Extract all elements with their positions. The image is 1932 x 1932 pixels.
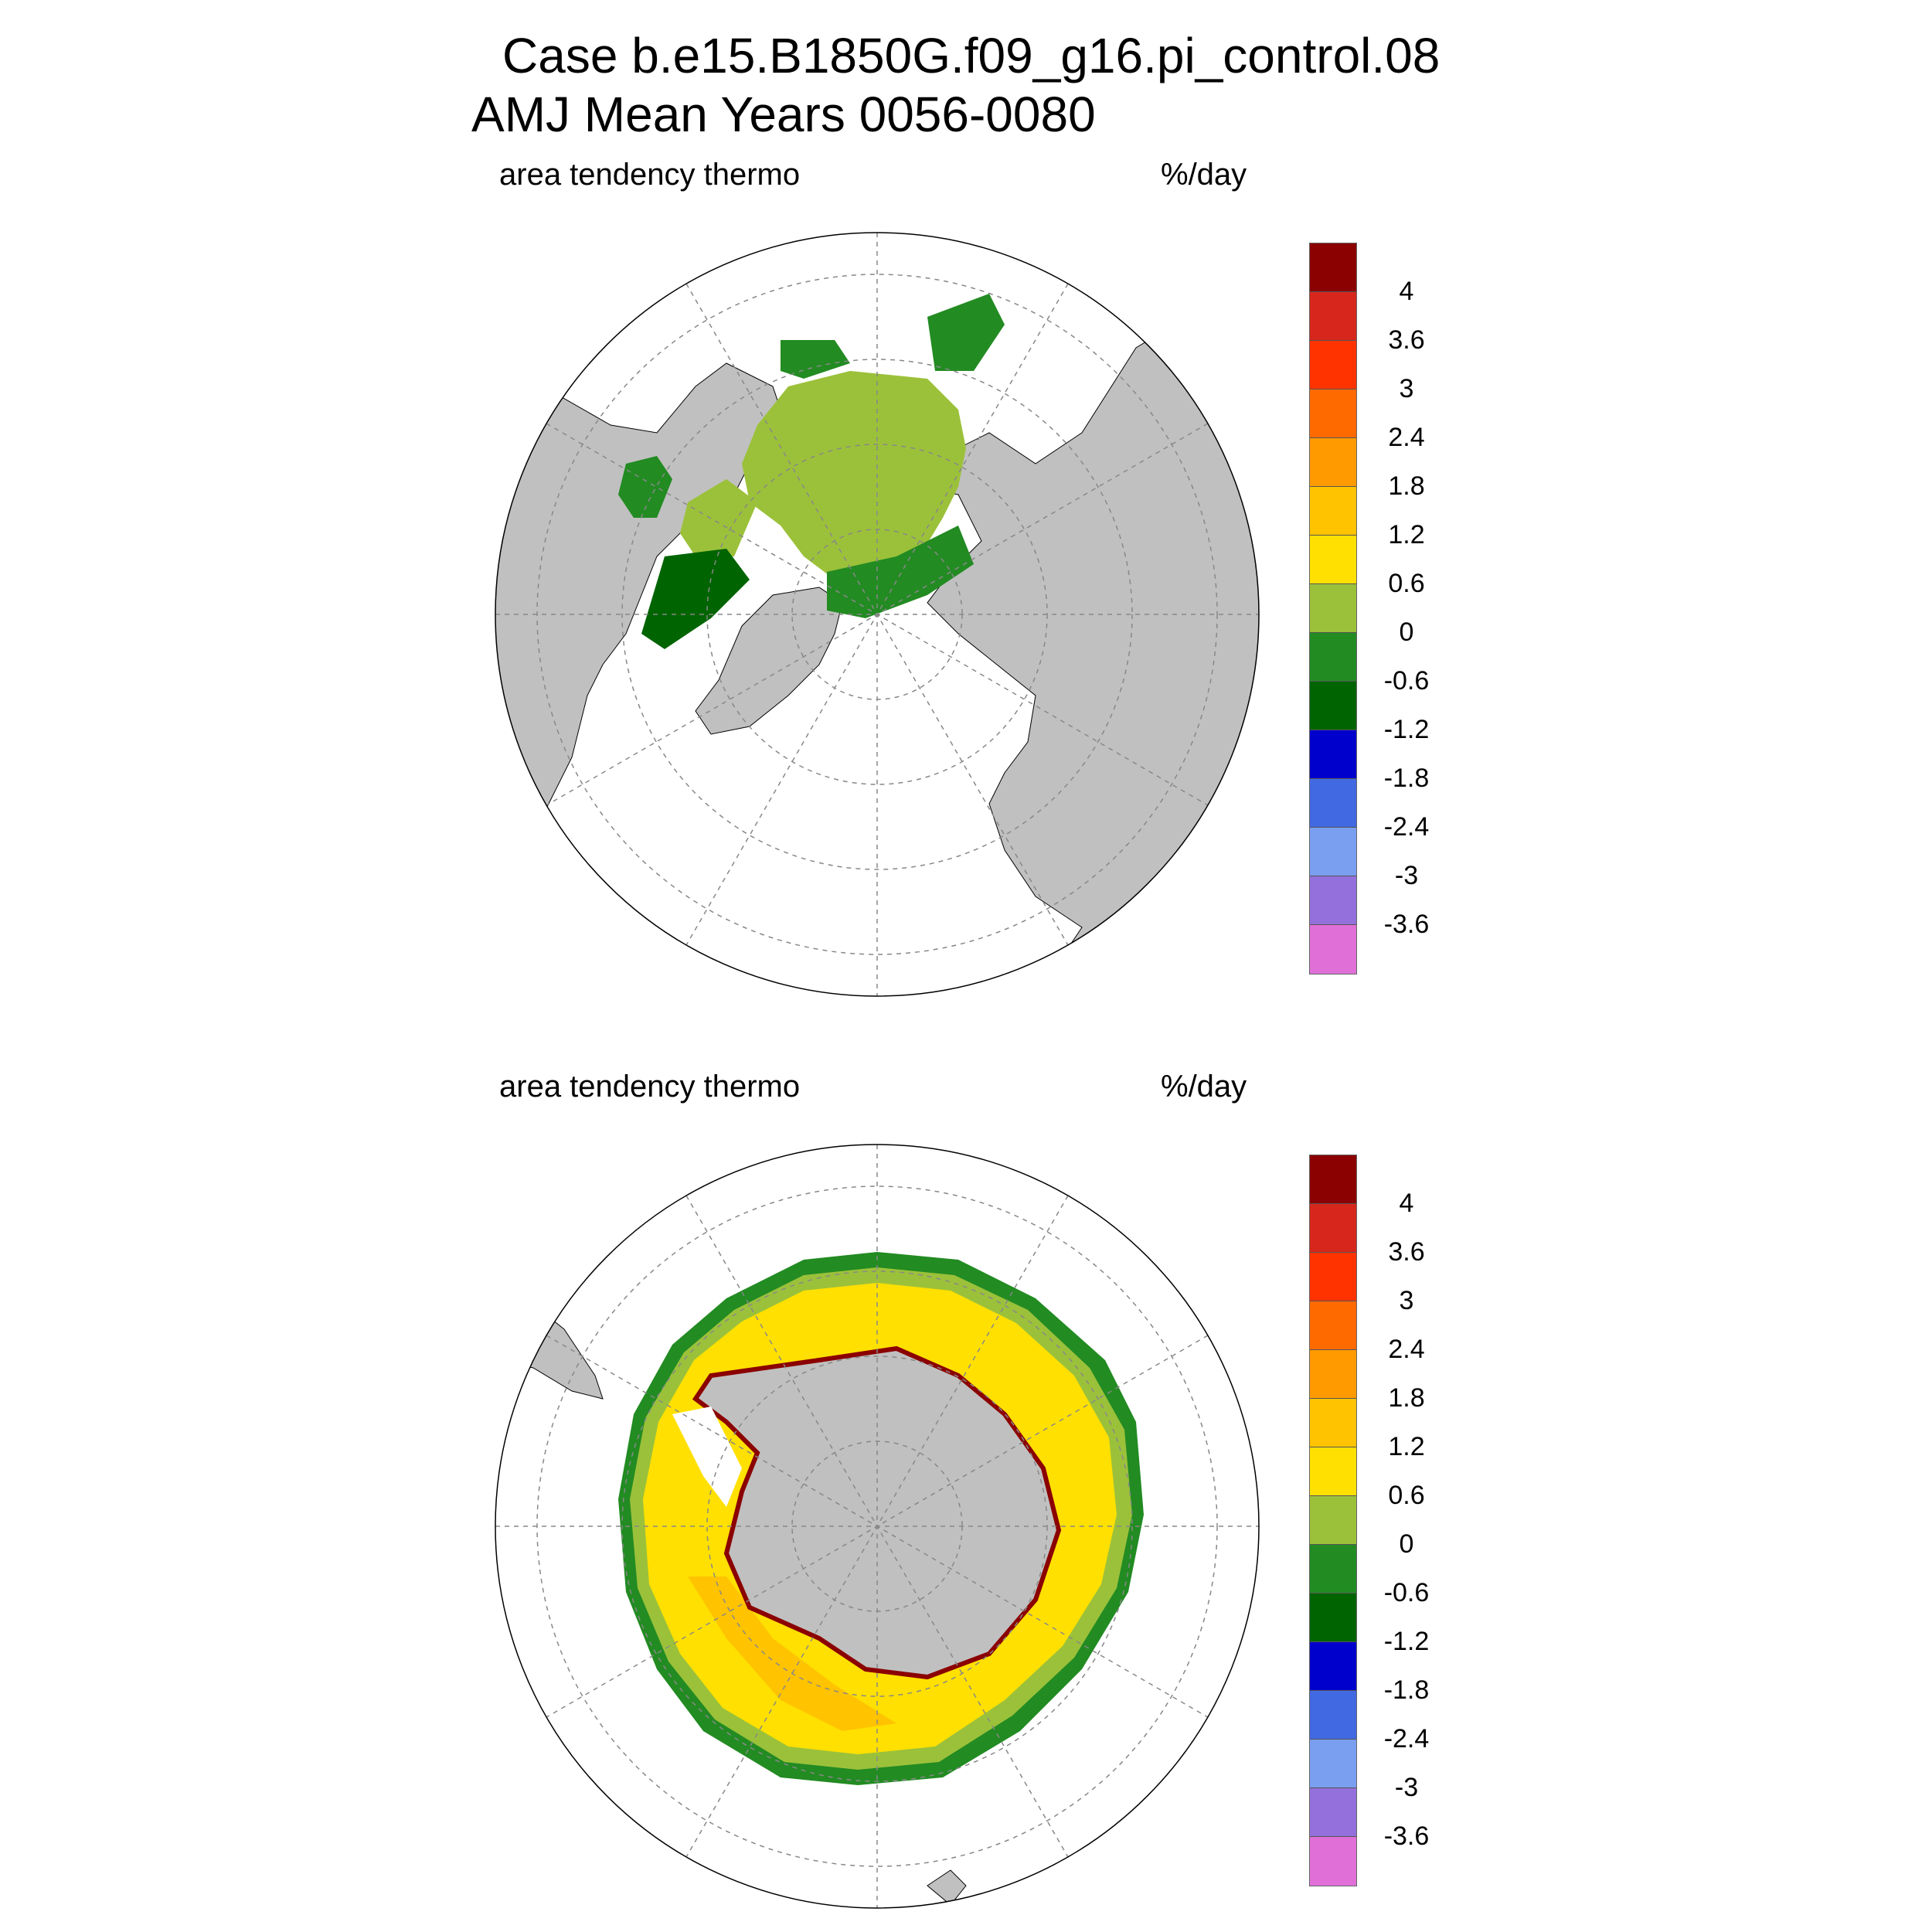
colorbar-south-box: [1310, 1155, 1356, 1204]
colorbar-north-box: [1310, 536, 1356, 584]
colorbar-north-label: -2.4: [1383, 812, 1430, 842]
panel-south-variable-label: area tendency thermo: [499, 1070, 801, 1104]
colorbar-south-box: [1310, 1691, 1356, 1740]
colorbar-north-label: 3: [1399, 374, 1414, 403]
colorbar-south-label: 3.6: [1388, 1237, 1425, 1267]
arctic-land-eurasia: [911, 324, 1259, 996]
colorbar-south-box: [1310, 1740, 1356, 1788]
arctic-okhotsk-sea: [927, 294, 1005, 371]
antarctic-map-border: [495, 1144, 1260, 1909]
colorbar-north-box: [1310, 584, 1356, 633]
arctic-baffin-bay: [680, 479, 757, 556]
colorbar-north-label: 2.4: [1388, 423, 1425, 452]
colorbar-south-label: -3.6: [1383, 1821, 1430, 1851]
colorbar-north-box: [1310, 341, 1356, 389]
colorbar-south-label: 3: [1399, 1286, 1414, 1315]
panel-north-variable-label: area tendency thermo: [499, 158, 801, 192]
colorbar-south-box: [1310, 1350, 1356, 1399]
figure-title-period: AMJ Mean Years 0056-0080: [471, 87, 1096, 142]
colorbar-south-label: 1.2: [1388, 1432, 1425, 1461]
arctic-central-ice: [742, 371, 966, 580]
colorbar-south-label: -2.4: [1383, 1724, 1430, 1753]
colorbar-north-label: 0: [1399, 617, 1414, 647]
colorbar-south-box: [1310, 1447, 1356, 1496]
colorbar-south-label: 0: [1399, 1529, 1414, 1559]
colorbar-north-label: -0.6: [1383, 666, 1430, 696]
arctic-map-border: [495, 232, 1260, 997]
colorbar-north-box: [1310, 633, 1356, 682]
colorbar-south: [1309, 1155, 1357, 1886]
colorbar-south-box: [1310, 1399, 1356, 1447]
arctic-polar-map: [495, 232, 1260, 997]
colorbar-south-box: [1310, 1301, 1356, 1350]
antarctic-land-island: [927, 1869, 967, 1906]
colorbar-north-label: 0.6: [1388, 569, 1425, 598]
colorbar-north-label: 1.8: [1388, 471, 1425, 501]
colorbar-north-box: [1310, 438, 1356, 487]
colorbar-north-label: 1.2: [1388, 520, 1425, 549]
colorbar-north-box: [1310, 925, 1356, 974]
colorbar-south-box: [1310, 1837, 1356, 1886]
colorbar-north: [1309, 243, 1357, 975]
arctic-graticule: [495, 233, 1259, 996]
antarctic-land-continent: [692, 1345, 1062, 1680]
colorbar-south-label: 1.8: [1388, 1383, 1425, 1413]
colorbar-south-label: -1.2: [1383, 1627, 1430, 1656]
arctic-labrador-sea: [641, 549, 750, 649]
arctic-barents-sea: [827, 526, 974, 618]
colorbar-north-box: [1310, 487, 1356, 536]
colorbar-north-box: [1310, 730, 1356, 779]
colorbar-south-box: [1310, 1545, 1356, 1594]
arctic-hudson-bay: [618, 456, 672, 518]
colorbar-north-box: [1310, 876, 1356, 925]
colorbar-north-box: [1310, 292, 1356, 341]
antarctic-ice-orange-patch: [688, 1577, 896, 1731]
colorbar-south-label: 4: [1399, 1189, 1414, 1218]
colorbar-north-label: 3.6: [1388, 325, 1425, 355]
colorbar-south-box: [1310, 1496, 1356, 1545]
colorbar-south-box: [1310, 1594, 1356, 1642]
colorbar-north-box: [1310, 389, 1356, 438]
colorbar-south-box: [1310, 1253, 1356, 1301]
colorbar-south-label: -1.8: [1383, 1675, 1430, 1705]
antarctic-graticule: [495, 1145, 1259, 1908]
figure-title-case: Case b.e15.B1850G.f09_g16.pi_control.08: [502, 28, 1440, 83]
arctic-bering-sea: [781, 340, 850, 379]
colorbar-south-label: 2.4: [1388, 1335, 1425, 1364]
colorbar-south-box: [1310, 1642, 1356, 1691]
colorbar-north-box: [1310, 682, 1356, 730]
panel-north-units-label: %/day: [1161, 158, 1247, 192]
colorbar-north-box: [1310, 779, 1356, 828]
colorbar-south-label: -3: [1394, 1773, 1419, 1802]
colorbar-north-box: [1310, 243, 1356, 292]
colorbar-south-box: [1310, 1788, 1356, 1837]
colorbar-north-label: -1.8: [1383, 764, 1430, 793]
colorbar-south-box: [1310, 1204, 1356, 1253]
colorbar-north-label: -3: [1394, 861, 1419, 890]
colorbar-north-label: -3.6: [1383, 910, 1430, 939]
antarctic-polar-map: [495, 1144, 1260, 1909]
panel-south-units-label: %/day: [1161, 1070, 1247, 1104]
colorbar-north-label: 4: [1399, 277, 1414, 306]
colorbar-north-label: -1.2: [1383, 715, 1430, 744]
colorbar-south-label: -0.6: [1383, 1578, 1430, 1607]
antarctic-peninsula-shelf: [672, 1406, 742, 1507]
colorbar-south-label: 0.6: [1388, 1481, 1425, 1510]
colorbar-north-box: [1310, 828, 1356, 876]
